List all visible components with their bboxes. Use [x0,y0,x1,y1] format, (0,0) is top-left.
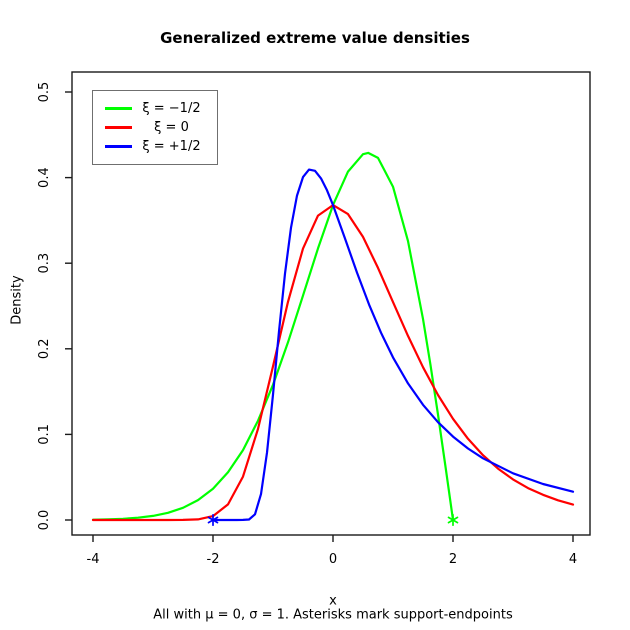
legend-item-label: ξ = −1/2 [142,101,201,116]
subtitle: All with μ = 0, σ = 1. Asterisks mark su… [153,607,513,623]
x-tick-label: 4 [569,552,577,567]
x-tick-label: -4 [87,552,100,567]
legend-line-sample [105,126,132,129]
legend-line-sample [105,107,132,110]
y-tick-label: 0.0 [37,510,52,531]
legend: ξ = −1/2 ξ = 0 ξ = +1/2 [92,90,218,165]
y-tick-label: 0.5 [37,82,52,103]
y-tick-label: 0.4 [37,167,52,188]
plot-box [71,71,591,536]
legend-item: ξ = −1/2 [93,99,211,118]
legend-item: ξ = 0 [93,118,211,137]
x-tick-label: 0 [329,552,337,567]
page-title: Generalized extreme value densities [160,29,470,47]
y-tick-label: 0.3 [37,253,52,274]
x-tick-label: 2 [449,552,457,567]
x-axis-label: x [329,593,337,609]
legend-line-sample [105,145,132,148]
gev-density-curve [91,204,575,522]
y-tick-label: 0.1 [37,424,52,445]
y-tick-label: 0.2 [37,338,52,359]
gev-density-curve [91,151,455,522]
legend-item-label: ξ = 0 [154,120,189,135]
legend-item: ξ = +1/2 [93,137,211,156]
x-tick-label: -2 [207,552,220,567]
legend-item-label: ξ = +1/2 [142,139,201,154]
gev-density-curve [211,168,575,522]
support-endpoint-asterisk [207,516,219,524]
support-endpoint-asterisk [447,516,459,524]
